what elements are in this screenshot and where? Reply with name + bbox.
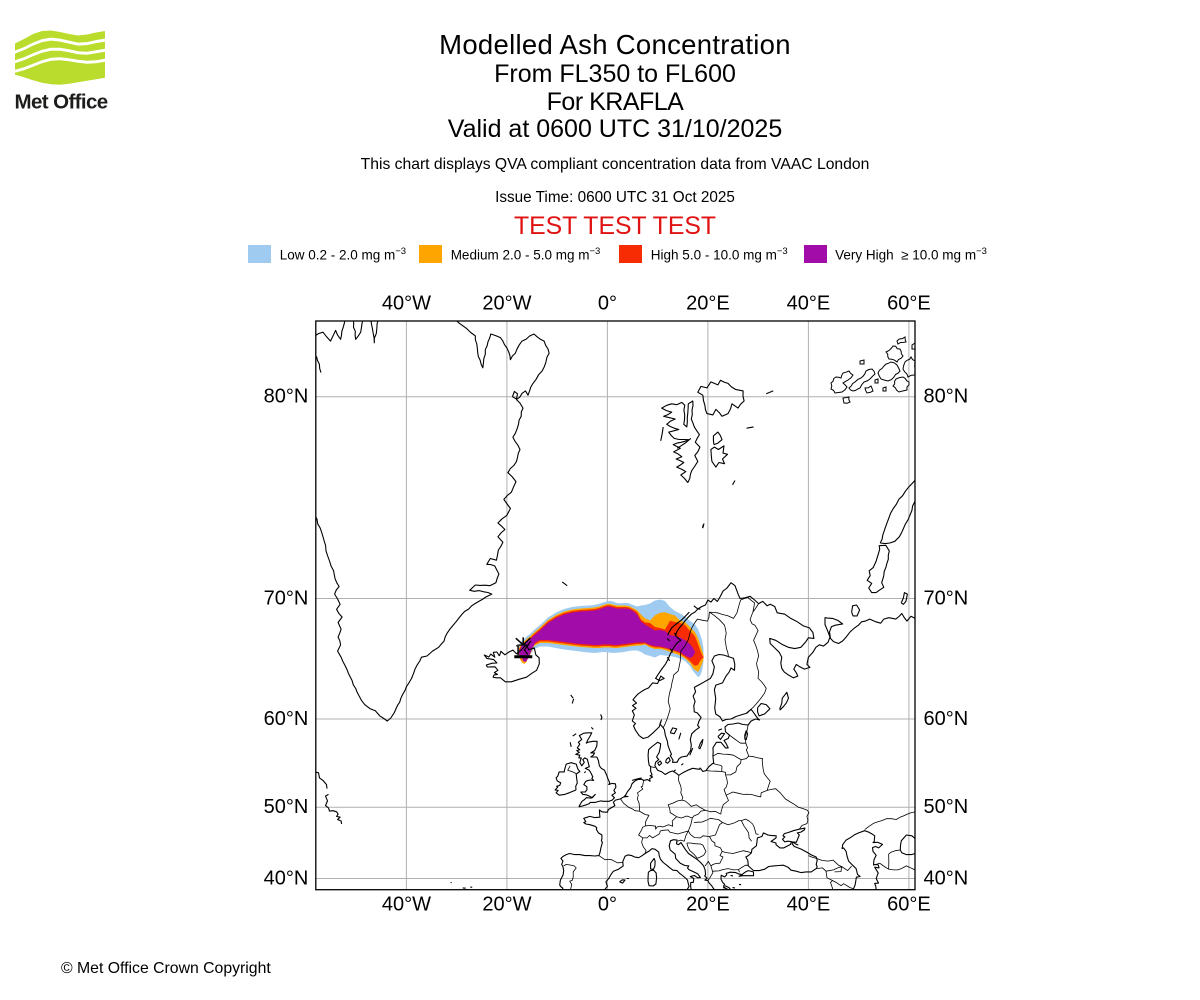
svg-text:60°E: 60°E [887,894,931,916]
svg-text:40°N: 40°N [264,868,309,890]
svg-text:Met Office: Met Office [15,91,108,114]
svg-text:80°N: 80°N [264,386,309,408]
svg-text:70°N: 70°N [264,588,309,610]
svg-text:60°E: 60°E [887,293,931,315]
svg-text:20°W: 20°W [482,894,531,916]
svg-text:40°W: 40°W [382,293,431,315]
svg-text:20°W: 20°W [482,293,531,315]
svg-text:60°N: 60°N [264,708,309,730]
svg-text:40°E: 40°E [787,894,831,916]
svg-text:50°N: 50°N [924,796,969,818]
svg-text:40°N: 40°N [924,868,969,890]
svg-text:40°E: 40°E [787,293,831,315]
svg-text:0°: 0° [598,293,617,315]
svg-text:50°N: 50°N [264,796,309,818]
svg-text:0°: 0° [598,894,617,916]
svg-text:20°E: 20°E [686,293,730,315]
svg-text:20°E: 20°E [686,894,730,916]
svg-text:70°N: 70°N [924,588,969,610]
svg-text:40°W: 40°W [382,894,431,916]
svg-text:80°N: 80°N [924,386,969,408]
svg-text:60°N: 60°N [924,708,969,730]
